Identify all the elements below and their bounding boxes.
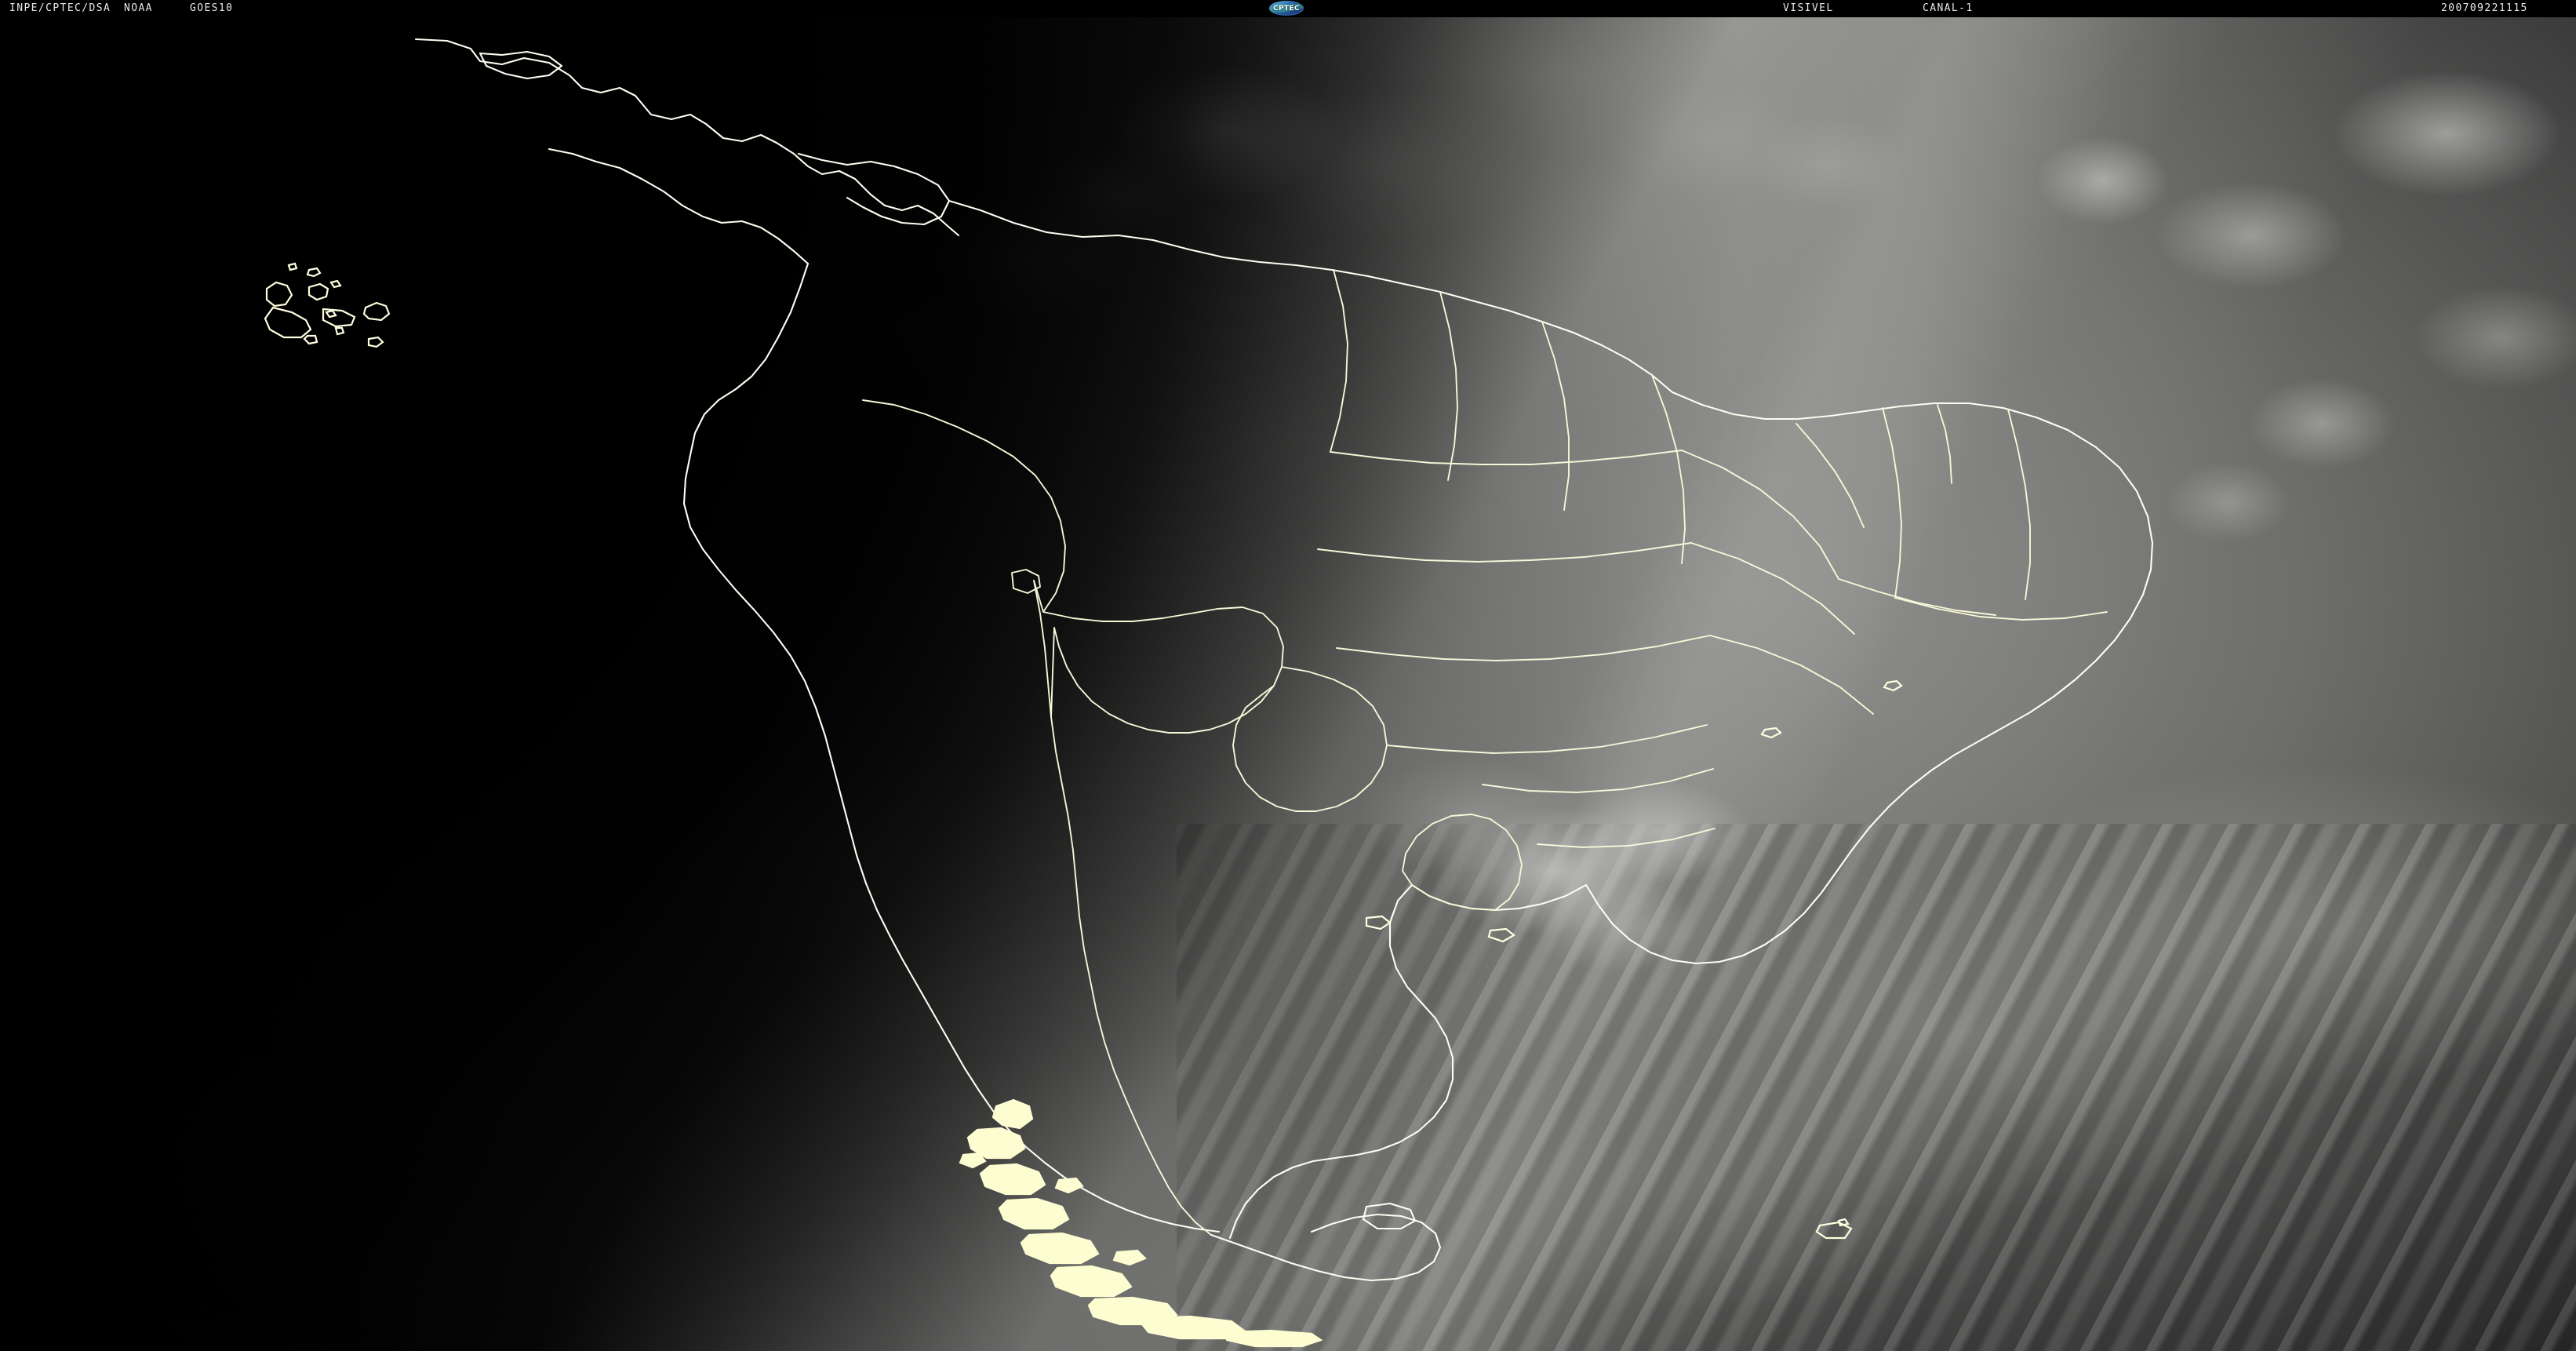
satellite-label: GOES10 <box>190 2 234 14</box>
cptec-logo-text: CPTEC <box>1272 4 1301 13</box>
agency-label: INPE/CPTEC/DSA <box>9 2 111 14</box>
annotation-header-bar: INPE/CPTEC/DSA NOAA GOES10 CPTEC VISIVEL… <box>0 0 2576 17</box>
network-label: NOAA <box>124 2 153 14</box>
channel-label: CANAL-1 <box>1923 2 1974 14</box>
timestamp-label: 200709221115 <box>2441 2 2528 14</box>
product-type-label: VISIVEL <box>1783 2 1834 14</box>
cptec-logo-icon: CPTEC <box>1269 1 1304 16</box>
